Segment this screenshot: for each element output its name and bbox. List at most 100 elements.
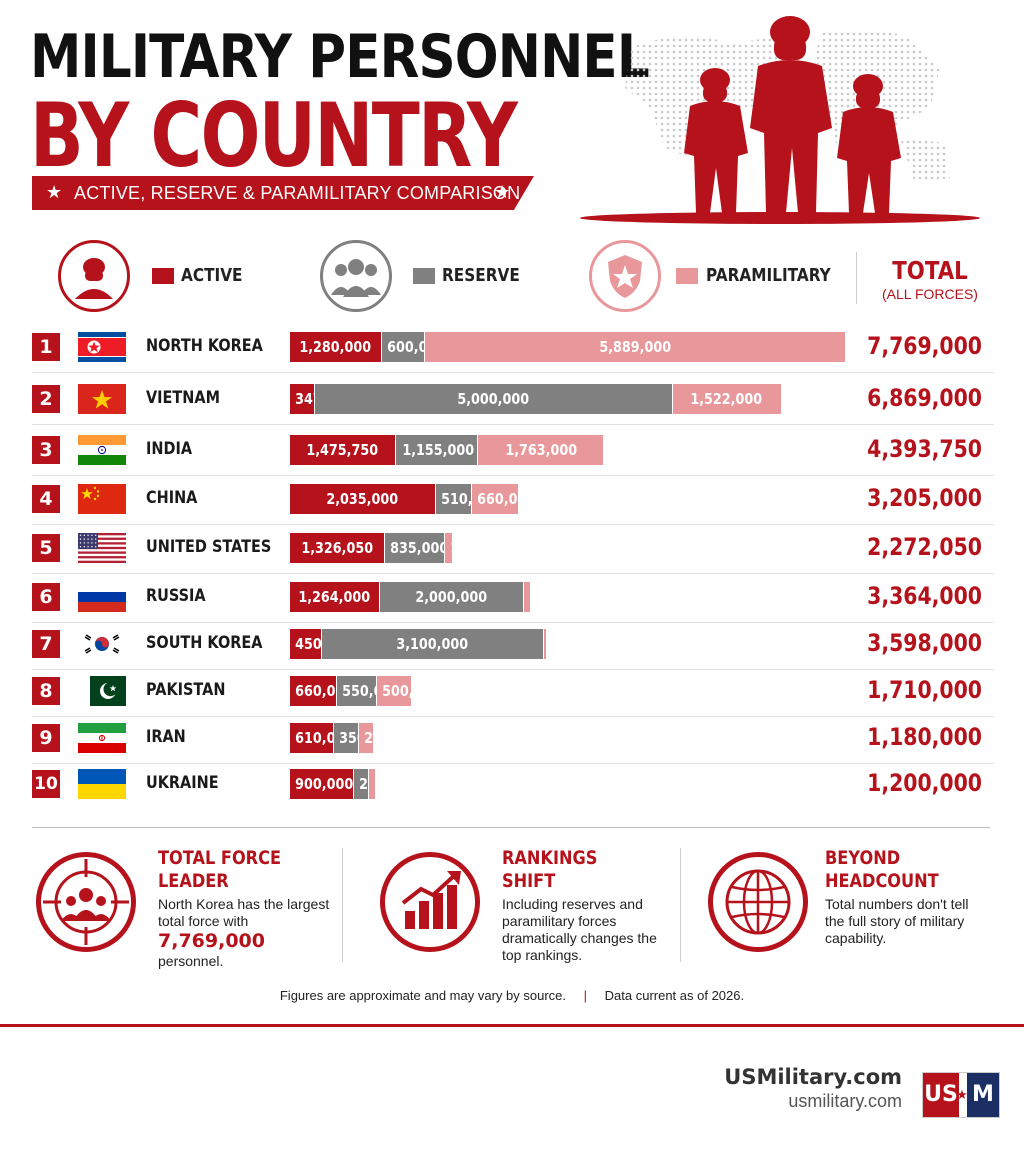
star-icon: ★: [494, 182, 511, 202]
row-separator: [32, 475, 994, 476]
logo-m: M: [967, 1073, 999, 1117]
insight-1-title: TOTAL FORCE LEADER: [158, 847, 281, 893]
active-bar: 2,035,000: [290, 484, 435, 514]
total-value: 3,205,000: [867, 484, 982, 512]
reserve-bar: 1,155,000: [395, 435, 478, 465]
bar-value-label: 1,326,050: [301, 539, 373, 557]
title-line-1: MILITARY PERSONNEL: [30, 22, 650, 92]
ukraine-flag: [78, 769, 126, 799]
paramilitary-bar: 1,763,000: [478, 435, 604, 465]
paramilitary-bar: 660,000: [472, 484, 535, 514]
paramilitary-bar: 100,000: [523, 582, 587, 612]
bar-value-label: 100,000: [528, 588, 587, 606]
iran-flag: [78, 723, 126, 753]
total-value: 1,710,000: [867, 676, 982, 704]
reserve-bar: 550,000: [337, 676, 400, 706]
reserve-bar: 2,000,000: [380, 582, 523, 612]
vietnam-flag: [78, 384, 126, 414]
bar-value-label: 3,100,000: [396, 635, 469, 653]
paramilitary-bar: 220,000: [358, 723, 422, 753]
country-label: CHINA: [146, 488, 198, 508]
total-value: 6,869,000: [867, 384, 982, 412]
paramilitary-bar: 5,889,000: [424, 332, 845, 362]
country-label: NORTH KOREA: [146, 336, 263, 356]
total-header: TOTAL (ALL FORCES): [878, 256, 982, 302]
country-label: IRAN: [146, 727, 186, 747]
china-flag: [78, 484, 126, 514]
country-label: UNITED STATES: [146, 537, 272, 557]
footnote: Figures are approximate and may vary by …: [0, 988, 1024, 1003]
total-value: 3,598,000: [867, 629, 982, 657]
rank-badge: 2: [32, 385, 60, 413]
legend-paramilitary: PARAMILITARY: [706, 265, 831, 286]
bar-value-label: 900,000: [295, 775, 354, 793]
insight-2-title-line1: RANKINGS: [502, 847, 598, 869]
india-flag: [78, 435, 126, 465]
active-bar: 1,475,750: [290, 435, 395, 465]
insight-2-title: RANKINGS SHIFT: [502, 847, 597, 893]
active-bar: 347,000: [290, 384, 353, 414]
rank-badge: 4: [32, 485, 60, 513]
legend-active: ACTIVE: [181, 265, 243, 286]
total-value: 4,393,750: [867, 435, 982, 463]
row-separator: [32, 622, 994, 623]
bar-value-label: 500,000: [381, 682, 440, 700]
active-swatch: [152, 268, 174, 284]
insight-1-title-line2: LEADER: [158, 870, 229, 892]
insight-3-title-line1: BEYOND: [825, 847, 901, 869]
total-value: 1,200,000: [867, 769, 982, 797]
russia-flag: [78, 582, 126, 612]
row-separator: [32, 763, 994, 764]
country-label: PAKISTAN: [146, 680, 226, 700]
row-separator: [32, 573, 994, 574]
shield-star-icon: [589, 240, 661, 312]
reserve-bar: 600,000: [381, 332, 445, 362]
usm-logo: US ★ M: [922, 1072, 1000, 1118]
bar-value-label: 1,264,000: [298, 588, 371, 606]
country-label: INDIA: [146, 439, 193, 459]
insight-1-highlight: 7,769,000: [158, 930, 265, 952]
bar-value-label: 660,000: [477, 490, 536, 508]
bar-value-label: 1,763,000: [504, 441, 577, 459]
bar-value-label: 1,475,750: [306, 441, 379, 459]
rising-bar-chart-icon: [380, 852, 480, 952]
legend-reserve: RESERVE: [442, 265, 520, 286]
footer-rule: [0, 1024, 1024, 1027]
pakistan-flag: [78, 676, 126, 706]
rank-badge: 9: [32, 724, 60, 752]
reserve-bar: 835,000: [384, 533, 448, 563]
brand-name: USMilitary.com: [724, 1065, 902, 1089]
logo-star-icon: ★: [956, 1087, 968, 1102]
rank-badge: 1: [32, 333, 60, 361]
legend-divider: [856, 252, 857, 304]
footnote-left: Figures are approximate and may vary by …: [279, 988, 566, 1003]
rank-badge: 7: [32, 630, 60, 658]
total-value: 1,180,000: [867, 723, 982, 751]
ground-shadow: [580, 212, 980, 224]
insight-divider: [680, 848, 681, 962]
paramilitary-bar: 500,000: [376, 676, 440, 706]
soldiers-illustration: [580, 16, 980, 224]
bar-value-label: 2,035,000: [326, 490, 399, 508]
insight-3-text: Total numbers don't tell the full story …: [825, 896, 969, 946]
reserve-bar: 200,000: [354, 769, 418, 799]
footnote-right: Data current as of 2026.: [604, 988, 745, 1003]
star-icon: ★: [46, 182, 63, 202]
section-divider: [32, 827, 990, 828]
paramilitary-bar: 1,522,000: [672, 384, 781, 414]
bar-value-label: 1,155,000: [401, 441, 474, 459]
paramilitary-bar: 48,000: [544, 629, 598, 659]
insight-divider: [342, 848, 343, 962]
active-bar: 610,000: [290, 723, 353, 753]
title-line-2: BY COUNTRY: [30, 84, 518, 187]
north-korea-flag: [78, 332, 126, 362]
row-separator: [32, 524, 994, 525]
active-bar: 450,000: [290, 629, 353, 659]
rank-badge: 6: [32, 583, 60, 611]
active-bar: 1,280,000: [290, 332, 381, 362]
bar-value-label: 5,000,000: [457, 390, 530, 408]
reserve-bar: 510,000: [435, 484, 499, 514]
bar-value-label: 100,000: [373, 775, 432, 793]
brand-url[interactable]: usmilitary.com: [788, 1091, 902, 1111]
active-bar: 1,326,050: [290, 533, 384, 563]
